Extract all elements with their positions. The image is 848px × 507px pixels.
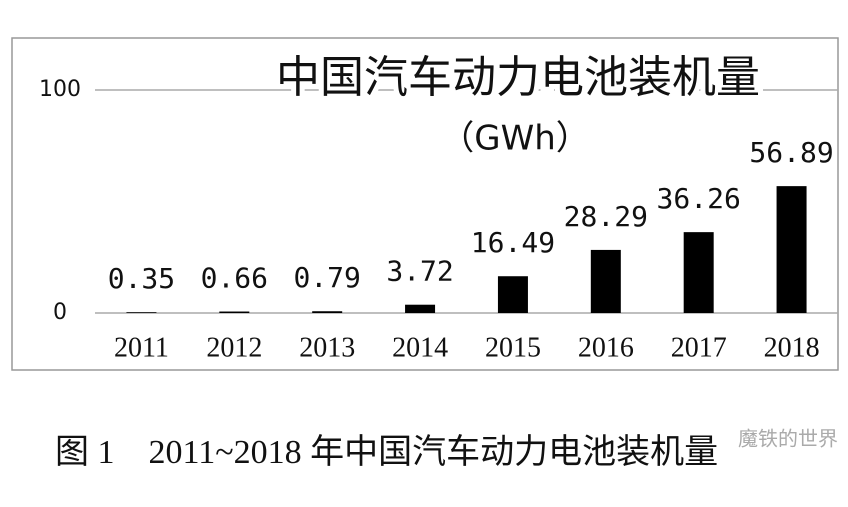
watermark: 魔铁的世界: [738, 427, 838, 451]
bar: [590, 249, 621, 313]
x-tick-label: 2014: [392, 332, 448, 363]
bar: [405, 304, 436, 313]
x-tick-label: 2012: [206, 332, 262, 363]
value-label: 36.26: [657, 182, 741, 215]
bar: [312, 311, 343, 313]
x-tick-label: 2016: [578, 332, 634, 363]
bar: [126, 312, 157, 313]
plot-area: 0 100 2011 0.35 2012 0.66 2013 0.79 2014 3.72 2015…: [39, 77, 838, 363]
value-label: 0.66: [201, 262, 268, 295]
chart-title: 中国汽车动力电池装机量: [276, 52, 760, 103]
chart-subtitle: （GWh）: [440, 119, 590, 159]
y-tick-label: 0: [53, 300, 67, 325]
value-label: 28.29: [564, 200, 648, 233]
value-label: 16.49: [471, 226, 555, 259]
caption: 图 1 2011~2018 年中国汽车动力电池装机量: [55, 433, 718, 471]
value-label: 3.72: [386, 255, 453, 288]
bar: [219, 311, 250, 313]
bar: [683, 232, 714, 313]
x-tick-label: 2013: [299, 332, 355, 363]
x-tick-label: 2017: [671, 332, 727, 363]
value-label: 0.79: [293, 261, 360, 294]
x-tick-label: 2015: [485, 332, 541, 363]
y-tick-label: 100: [39, 77, 81, 102]
x-tick-label: 2011: [114, 332, 169, 363]
value-label: 0.35: [108, 262, 175, 295]
chart-frame: [11, 37, 839, 371]
bar: [776, 186, 807, 313]
x-tick-label: 2018: [764, 332, 820, 363]
bar: [497, 276, 528, 313]
value-label: 56.89: [749, 136, 833, 169]
